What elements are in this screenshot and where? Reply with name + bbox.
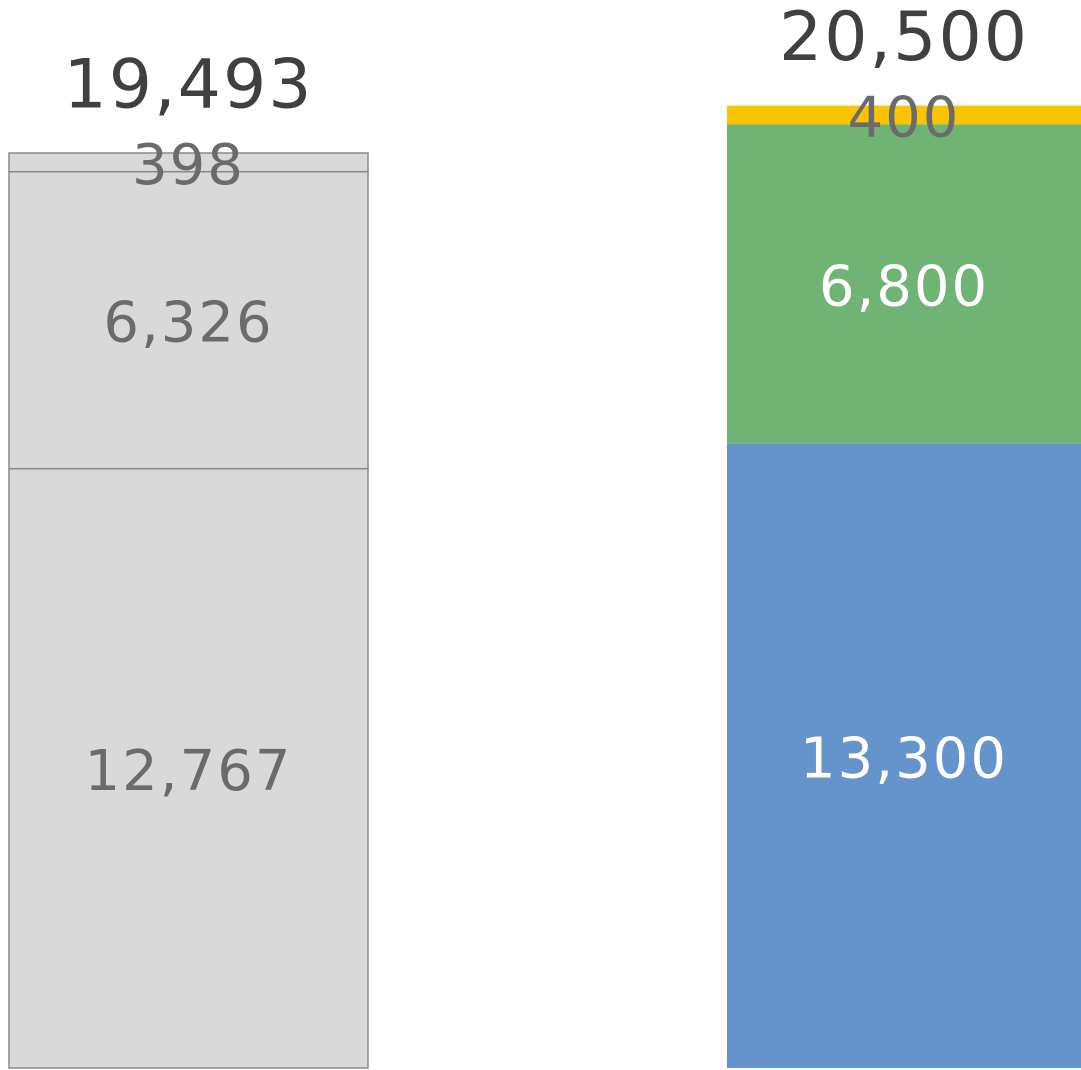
data-label: 6,800 xyxy=(819,255,989,320)
data-label: 6,326 xyxy=(103,291,273,356)
total-label: 20,500 xyxy=(779,0,1029,77)
data-label: 12,767 xyxy=(85,739,293,804)
data-label: 400 xyxy=(848,86,961,151)
bar-segment xyxy=(8,152,369,173)
bar-segment xyxy=(8,467,369,1069)
total-label: 19,493 xyxy=(64,45,314,124)
data-label: 13,300 xyxy=(800,726,1008,791)
bar-segment xyxy=(8,170,369,470)
bar-segment xyxy=(727,105,1081,125)
bar-segment xyxy=(727,443,1081,1069)
data-label: 398 xyxy=(132,133,245,198)
bar-segment xyxy=(727,124,1081,444)
